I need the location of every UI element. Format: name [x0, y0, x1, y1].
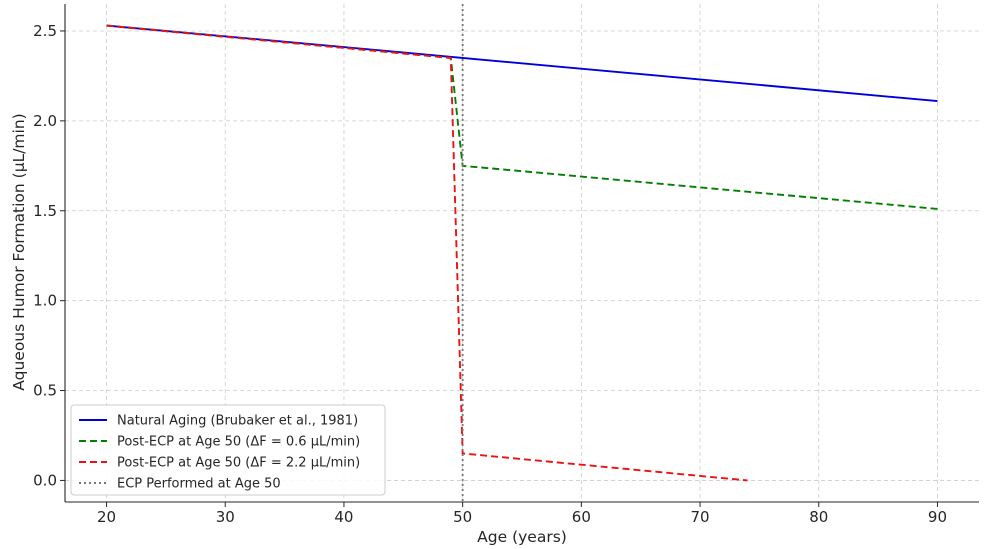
- x-tick-label: 40: [334, 508, 353, 526]
- axes: [64, 4, 979, 503]
- legend-entry-ecp-performed: ECP Performed at Age 50: [79, 477, 281, 492]
- ticks: 20 30 40 50 60 70 80 90 0.0 0.5 1.0 1.5 2.0 2.5: [33, 22, 947, 526]
- legend: Natural Aging (Brubaker et al., 1981) Po…: [70, 404, 386, 496]
- x-tick-label: 60: [572, 508, 591, 526]
- series-layer: [106, 4, 938, 502]
- x-tick-label: 50: [453, 508, 472, 526]
- legend-label: Post-ECP at Age 50 (ΔF = 2.2 µL/min): [117, 456, 360, 471]
- legend-label: Natural Aging (Brubaker et al., 1981): [117, 414, 358, 429]
- x-tick-label: 90: [928, 508, 947, 526]
- x-tick-label: 30: [216, 508, 235, 526]
- y-tick-label: 0.0: [33, 471, 57, 489]
- y-axis-label: Aqueous Humor Formation (µL/min): [10, 113, 28, 390]
- legend-entry-post-ecp-0-6: Post-ECP at Age 50 (ΔF = 0.6 µL/min): [79, 435, 360, 450]
- legend-label: Post-ECP at Age 50 (ΔF = 0.6 µL/min): [117, 435, 360, 450]
- x-tick-label: 70: [691, 508, 710, 526]
- y-tick-label: 1.5: [33, 202, 57, 220]
- series-line-1: [106, 24, 938, 210]
- x-axis-label: Age (years): [477, 528, 567, 546]
- y-tick-label: 2.0: [33, 112, 57, 130]
- legend-frame: [70, 404, 386, 496]
- series-line-0: [106, 24, 938, 103]
- x-tick-label: 80: [809, 508, 828, 526]
- series-line-2: [106, 24, 748, 482]
- legend-label: ECP Performed at Age 50: [117, 477, 281, 492]
- y-tick-label: 1.0: [33, 292, 57, 310]
- x-tick-label: 20: [97, 508, 116, 526]
- y-tick-label: 2.5: [33, 22, 57, 40]
- legend-entry-natural-aging: Natural Aging (Brubaker et al., 1981): [79, 414, 358, 429]
- y-tick-label: 0.5: [33, 382, 57, 400]
- legend-entry-post-ecp-2-2: Post-ECP at Age 50 (ΔF = 2.2 µL/min): [79, 456, 360, 471]
